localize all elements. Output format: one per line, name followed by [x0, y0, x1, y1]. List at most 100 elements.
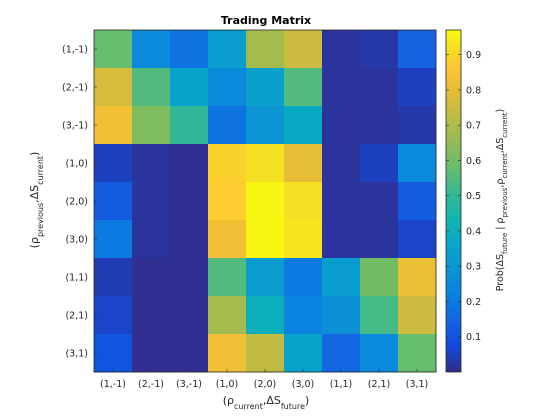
heatmap-cell-r9-c2 [132, 334, 171, 373]
heatmap-cell-r3-c4 [208, 106, 247, 145]
heatmap-cell-r1-c2 [132, 30, 171, 69]
heatmap-cell-r8-c6 [284, 296, 323, 335]
heatmap-cell-r9-c7 [322, 334, 361, 373]
colorbar-tick-label: 0.6 [466, 156, 481, 167]
y-tick-label: (1,-1) [62, 45, 88, 56]
heatmap-cell-r1-c4 [208, 30, 247, 69]
x-tick-label: (3,0) [292, 379, 315, 390]
heatmap-cell-r3-c3 [170, 106, 209, 145]
y-tick-labels: (1,-1) (2,-1) (3,-1) (1,0) (2,0) (3,0) (1,1) (2… [62, 45, 97, 360]
x-tick-label: (2,-1) [138, 379, 164, 390]
y-tick-label: (3,1) [65, 349, 88, 360]
heatmap-cell-r7-c4 [208, 258, 247, 297]
heatmap-cell-r1-c8 [360, 30, 399, 69]
heatmap-cell-r3-c6 [284, 106, 323, 145]
x-tick-label: (3,1) [406, 379, 429, 390]
heatmap-cell-r2-c8 [360, 68, 399, 107]
x-tick-labels: (1,-1) (2,-1) (3,-1) (1,0) (2,0) (3,0) (1,1) (2… [100, 369, 428, 390]
y-tick-label: (2,0) [65, 197, 88, 208]
heatmap-cell-r4-c3 [170, 144, 209, 183]
x-tick-label: (2,1) [368, 379, 391, 390]
colorbar-tick-label: 0.9 [466, 50, 481, 61]
heatmap-cell-r7-c2 [132, 258, 171, 297]
heatmap-cell-r5-c1 [94, 182, 133, 221]
x-tick-label: (3,-1) [176, 379, 202, 390]
heatmap-cells [94, 30, 437, 373]
heatmap-cell-r2-c5 [246, 68, 285, 107]
heatmap-cell-r8-c2 [132, 296, 171, 335]
heatmap-cell-r3-c9 [398, 106, 437, 145]
heatmap-cell-r4-c8 [360, 144, 399, 183]
heatmap-cell-r9-c5 [246, 334, 285, 373]
heatmap-cell-r8-c9 [398, 296, 437, 335]
colorbar-tick-label: 0.1 [466, 332, 481, 343]
heatmap-cell-r2-c4 [208, 68, 247, 107]
heatmap-cell-r4-c9 [398, 144, 437, 183]
heatmap-cell-r6-c6 [284, 220, 323, 259]
y-tick-label: (1,0) [65, 159, 88, 170]
heatmap-cell-r1-c6 [284, 30, 323, 69]
heatmap-cell-r4-c5 [246, 144, 285, 183]
heatmap-cell-r2-c1 [94, 68, 133, 107]
heatmap-cell-r9-c3 [170, 334, 209, 373]
heatmap-cell-r6-c1 [94, 220, 133, 259]
y-tick-label: (3,-1) [62, 121, 88, 132]
colorbar-tick-label: 0.3 [466, 262, 481, 273]
heatmap-cell-r3-c8 [360, 106, 399, 145]
heatmap-cell-r3-c7 [322, 106, 361, 145]
heatmap-cell-r6-c8 [360, 220, 399, 259]
colorbar-tick-label: 0.7 [466, 121, 481, 132]
heatmap-cell-r7-c9 [398, 258, 437, 297]
heatmap-cell-r6-c5 [246, 220, 285, 259]
heatmap-cell-r9-c1 [94, 334, 133, 373]
heatmap-cell-r7-c8 [360, 258, 399, 297]
heatmap-cell-r7-c3 [170, 258, 209, 297]
colorbar-tick-label: 0.5 [466, 191, 481, 202]
x-tick-label: (1,-1) [100, 379, 126, 390]
x-tick-label: (2,0) [254, 379, 277, 390]
heatmap-cell-r2-c3 [170, 68, 209, 107]
colorbar-tick-label: 0.8 [466, 85, 481, 96]
colorbar-gradient [445, 29, 462, 373]
heatmap-cell-r3-c1 [94, 106, 133, 145]
heatmap-cell-r7-c7 [322, 258, 361, 297]
heatmap-cell-r5-c8 [360, 182, 399, 221]
heatmap-cell-r2-c6 [284, 68, 323, 107]
heatmap-cell-r5-c6 [284, 182, 323, 221]
chart-title: Trading Matrix [221, 14, 311, 27]
heatmap-cell-r3-c5 [246, 106, 285, 145]
heatmap-cell-r8-c3 [170, 296, 209, 335]
heatmap-cell-r5-c5 [246, 182, 285, 221]
heatmap-cell-r1-c1 [94, 30, 133, 69]
y-tick-label: (1,1) [65, 273, 88, 284]
colorbar-tick-labels: 0.1 0.2 0.3 0.4 0.5 0.6 0.7 0.8 0.9 [446, 50, 481, 343]
heatmap-cell-r2-c7 [322, 68, 361, 107]
heatmap-cell-r1-c9 [398, 30, 437, 69]
heatmap-cell-r6-c7 [322, 220, 361, 259]
colorbar [445, 29, 462, 373]
heatmap-cell-r9-c4 [208, 334, 247, 373]
heatmap-cell-r5-c4 [208, 182, 247, 221]
heatmap-cell-r7-c1 [94, 258, 133, 297]
x-tick-label: (1,0) [216, 379, 239, 390]
x-tick-label: (1,1) [330, 379, 353, 390]
heatmap-cell-r5-c9 [398, 182, 437, 221]
colorbar-tick-label: 0.2 [466, 297, 481, 308]
x-axis-label: (ρcurrent,ΔSfuture) [223, 394, 310, 411]
heatmap-cell-r4-c6 [284, 144, 323, 183]
heatmap-cell-r5-c3 [170, 182, 209, 221]
heatmap-cell-r8-c5 [246, 296, 285, 335]
heatmap-cell-r6-c3 [170, 220, 209, 259]
heatmap-cell-r4-c2 [132, 144, 171, 183]
heatmap-cell-r1-c3 [170, 30, 209, 69]
heatmap-cell-r8-c4 [208, 296, 247, 335]
heatmap-cell-r7-c5 [246, 258, 285, 297]
y-axis-label: (ρprevious,ΔScurrent) [28, 152, 45, 249]
heatmap-cell-r7-c6 [284, 258, 323, 297]
heatmap-cell-r8-c7 [322, 296, 361, 335]
heatmap-cell-r5-c2 [132, 182, 171, 221]
heatmap-cell-r9-c6 [284, 334, 323, 373]
heatmap-cell-r4-c1 [94, 144, 133, 183]
heatmap-cell-r3-c2 [132, 106, 171, 145]
